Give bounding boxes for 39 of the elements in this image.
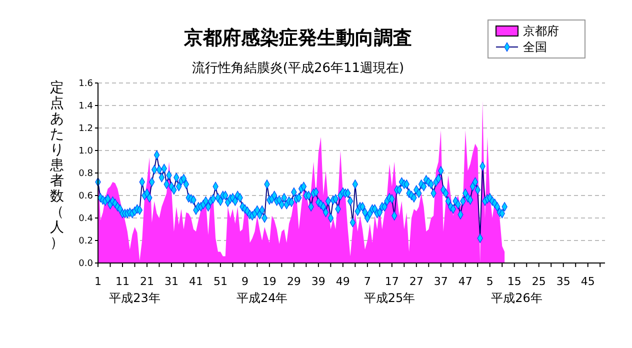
x-tick-label: 25 (532, 275, 546, 288)
chart-title: 京都府感染症発生動向調査 (183, 27, 412, 49)
x-tick-label: 41 (188, 275, 203, 288)
y-tick-label: 1.6 (78, 79, 94, 90)
x-tick-label: 37 (434, 275, 448, 288)
y-tick-label: 0.8 (78, 169, 94, 180)
x-tick-label: 9 (241, 275, 248, 288)
y-tick-label: 1.4 (78, 102, 94, 112)
x-tick-label: 21 (140, 275, 154, 288)
x-tick-label: 7 (364, 275, 371, 288)
chart-subtitle: 流行性角結膜炎(平成26年11週現在) (192, 60, 404, 76)
y-tick-label: 0.6 (78, 192, 94, 202)
x-tick-label: 5 (486, 275, 494, 288)
text: 定点あたり患者数（人） (50, 80, 64, 251)
x-tick-label: 31 (164, 275, 178, 288)
text: 平成26年 (491, 291, 542, 305)
x-tick-label: 35 (556, 275, 570, 288)
legend-label: 全国 (523, 40, 547, 54)
x-tick-label: 19 (262, 275, 276, 288)
x-tick-label: 27 (409, 275, 424, 288)
x-tick-label: 49 (336, 275, 350, 288)
x-tick-label: 47 (458, 275, 472, 288)
x-tick-label: 39 (311, 275, 326, 288)
text: 平成23年 (109, 291, 160, 305)
x-tick-label: 17 (384, 275, 399, 288)
x-tick-label: 29 (286, 275, 301, 288)
y-tick-label: 0.4 (78, 214, 94, 224)
x-tick-label: 15 (507, 275, 522, 288)
legend-label: 京都府 (523, 24, 559, 38)
x-tick-label: 45 (580, 275, 595, 288)
x-tick-label: 1 (94, 275, 102, 288)
y-tick-label: 0.0 (78, 259, 94, 270)
x-tick-label: 11 (115, 275, 130, 288)
y-tick-label: 1.0 (78, 146, 94, 157)
text: 平成24年 (236, 291, 288, 305)
text: 平成25年 (364, 291, 416, 305)
y-tick-label: 1.2 (78, 124, 93, 134)
x-tick-label: 51 (213, 275, 228, 288)
y-tick-label: 0.2 (78, 236, 93, 247)
